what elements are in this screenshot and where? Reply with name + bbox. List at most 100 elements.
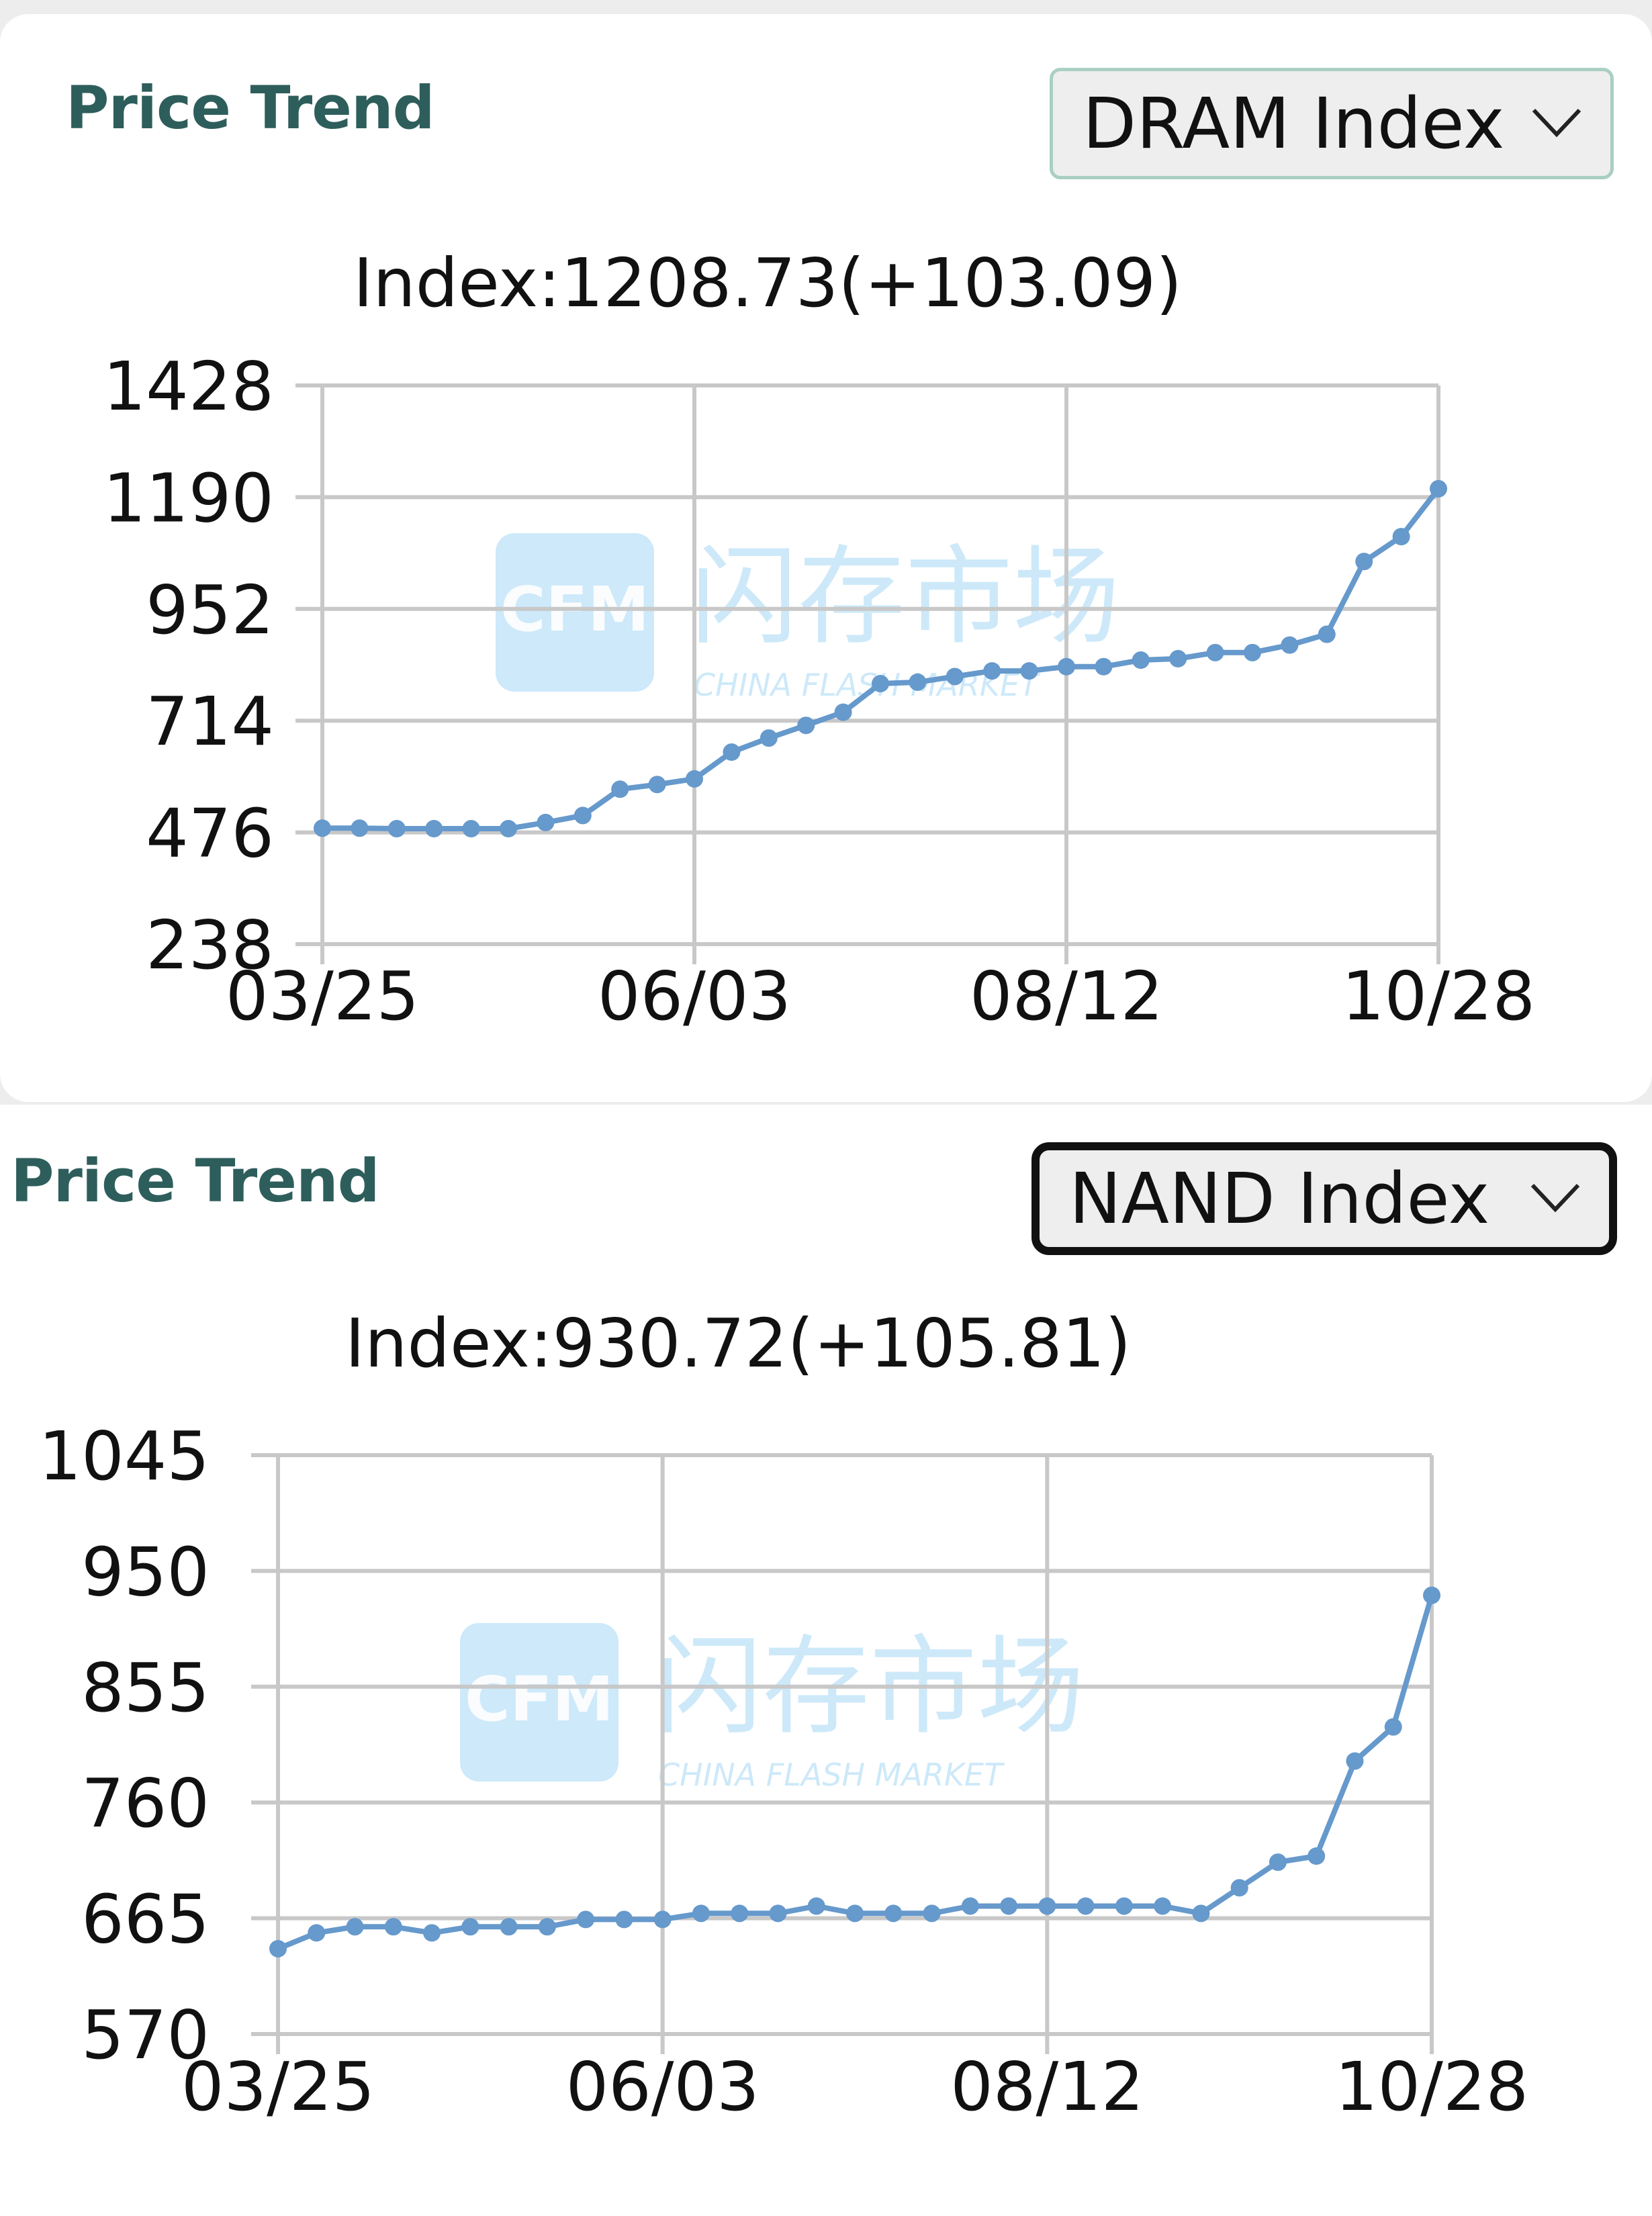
chart-header: Index:930.72(+105.81) bbox=[345, 1304, 1132, 1383]
data-point bbox=[461, 1918, 479, 1936]
watermark-cn-text: 闪存市场 bbox=[690, 534, 1120, 659]
data-point bbox=[1281, 636, 1299, 654]
data-point bbox=[577, 1910, 595, 1929]
y-tick-label: 714 bbox=[146, 682, 274, 761]
y-tick-label: 476 bbox=[146, 794, 274, 873]
data-point bbox=[731, 1904, 749, 1923]
data-point bbox=[807, 1897, 825, 1915]
data-point bbox=[573, 806, 592, 825]
y-tick-label: 1190 bbox=[103, 459, 275, 537]
data-point bbox=[769, 1904, 787, 1923]
watermark-logo-text: CFM bbox=[465, 1663, 614, 1735]
data-point bbox=[500, 820, 517, 838]
data-point bbox=[1346, 1752, 1364, 1770]
dram-index-dropdown[interactable]: DRAM Index bbox=[1050, 68, 1614, 179]
data-point bbox=[946, 667, 964, 686]
data-point bbox=[384, 1918, 402, 1936]
data-point bbox=[351, 819, 369, 837]
data-point bbox=[615, 1910, 633, 1929]
data-point bbox=[1058, 657, 1075, 676]
data-point bbox=[1244, 643, 1261, 661]
data-point bbox=[425, 820, 443, 838]
data-point bbox=[538, 1918, 556, 1936]
y-tick-label: 855 bbox=[81, 1649, 210, 1727]
x-tick-label: 06/03 bbox=[598, 957, 791, 1035]
x-tick-label: 10/28 bbox=[1335, 2047, 1528, 2126]
x-tick-label: 08/12 bbox=[970, 957, 1163, 1035]
data-point bbox=[872, 674, 889, 692]
data-point bbox=[1095, 657, 1113, 676]
data-point bbox=[1076, 1897, 1095, 1915]
watermark-en-text: CHINA FLASH MARKET bbox=[658, 1757, 1005, 1793]
data-point bbox=[1192, 1904, 1210, 1923]
data-point bbox=[648, 776, 666, 794]
data-point bbox=[686, 770, 703, 788]
data-point bbox=[346, 1918, 364, 1936]
data-point bbox=[462, 820, 480, 838]
data-point bbox=[269, 1939, 287, 1957]
data-point bbox=[314, 819, 331, 837]
data-point bbox=[308, 1924, 326, 1942]
data-point bbox=[537, 813, 555, 831]
dropdown-label: DRAM Index bbox=[1083, 83, 1505, 165]
section-title: Price Trend bbox=[66, 73, 435, 142]
data-point bbox=[423, 1924, 441, 1942]
data-point bbox=[846, 1904, 864, 1923]
y-tick-label: 760 bbox=[81, 1764, 210, 1843]
y-tick-label: 952 bbox=[146, 571, 274, 649]
chart-header: Index:1208.73(+103.09) bbox=[353, 244, 1182, 322]
x-tick-label: 10/28 bbox=[1342, 957, 1535, 1035]
data-point bbox=[611, 780, 629, 798]
section-title: Price Trend bbox=[11, 1146, 380, 1215]
cfm-logo bbox=[496, 533, 654, 692]
cfm-logo bbox=[460, 1623, 618, 1782]
nand-card: Price Trend NAND Index Index:930.72(+105… bbox=[0, 1105, 1652, 2216]
x-tick-label: 03/25 bbox=[181, 2047, 375, 2126]
data-point bbox=[1169, 649, 1187, 667]
data-point bbox=[797, 717, 815, 735]
data-point bbox=[692, 1904, 710, 1923]
dropdown-label: NAND Index bbox=[1069, 1158, 1490, 1240]
x-tick-label: 03/25 bbox=[226, 957, 419, 1035]
y-tick-label: 950 bbox=[81, 1532, 210, 1611]
data-point bbox=[834, 703, 852, 721]
data-point bbox=[1423, 1586, 1440, 1604]
data-point bbox=[923, 1904, 941, 1923]
data-point bbox=[723, 743, 741, 761]
y-tick-label: 665 bbox=[81, 1880, 210, 1959]
x-tick-label: 08/12 bbox=[950, 2047, 1144, 2126]
chevron-down-icon bbox=[1530, 1183, 1580, 1213]
data-point bbox=[1132, 651, 1150, 670]
data-point bbox=[983, 662, 1001, 680]
data-point bbox=[1384, 1718, 1402, 1736]
y-tick-label: 570 bbox=[81, 1996, 210, 2074]
data-point bbox=[1269, 1853, 1287, 1872]
chevron-down-icon bbox=[1532, 108, 1581, 138]
x-tick-label: 06/03 bbox=[566, 2047, 760, 2126]
data-point bbox=[1230, 1879, 1248, 1897]
data-point bbox=[1430, 479, 1447, 498]
data-point bbox=[653, 1910, 672, 1929]
y-tick-label: 238 bbox=[146, 906, 274, 984]
data-point bbox=[884, 1904, 903, 1923]
data-point bbox=[1307, 1847, 1326, 1865]
data-point bbox=[1206, 643, 1224, 661]
data-point bbox=[961, 1897, 979, 1915]
data-point bbox=[500, 1918, 518, 1936]
data-point bbox=[1000, 1897, 1018, 1915]
data-point bbox=[1020, 662, 1038, 680]
data-point bbox=[1038, 1897, 1056, 1915]
data-point bbox=[1392, 528, 1410, 546]
data-point bbox=[387, 820, 406, 838]
y-tick-label: 1428 bbox=[103, 347, 275, 426]
data-point bbox=[1154, 1897, 1172, 1915]
data-point bbox=[1355, 553, 1373, 571]
data-point bbox=[909, 673, 927, 691]
dram-card: Price Trend DRAM Index Index:1208.73(+10… bbox=[0, 14, 1652, 1102]
y-tick-label: 1045 bbox=[39, 1417, 210, 1495]
data-point bbox=[1318, 625, 1336, 643]
nand-index-dropdown[interactable]: NAND Index bbox=[1031, 1142, 1617, 1255]
